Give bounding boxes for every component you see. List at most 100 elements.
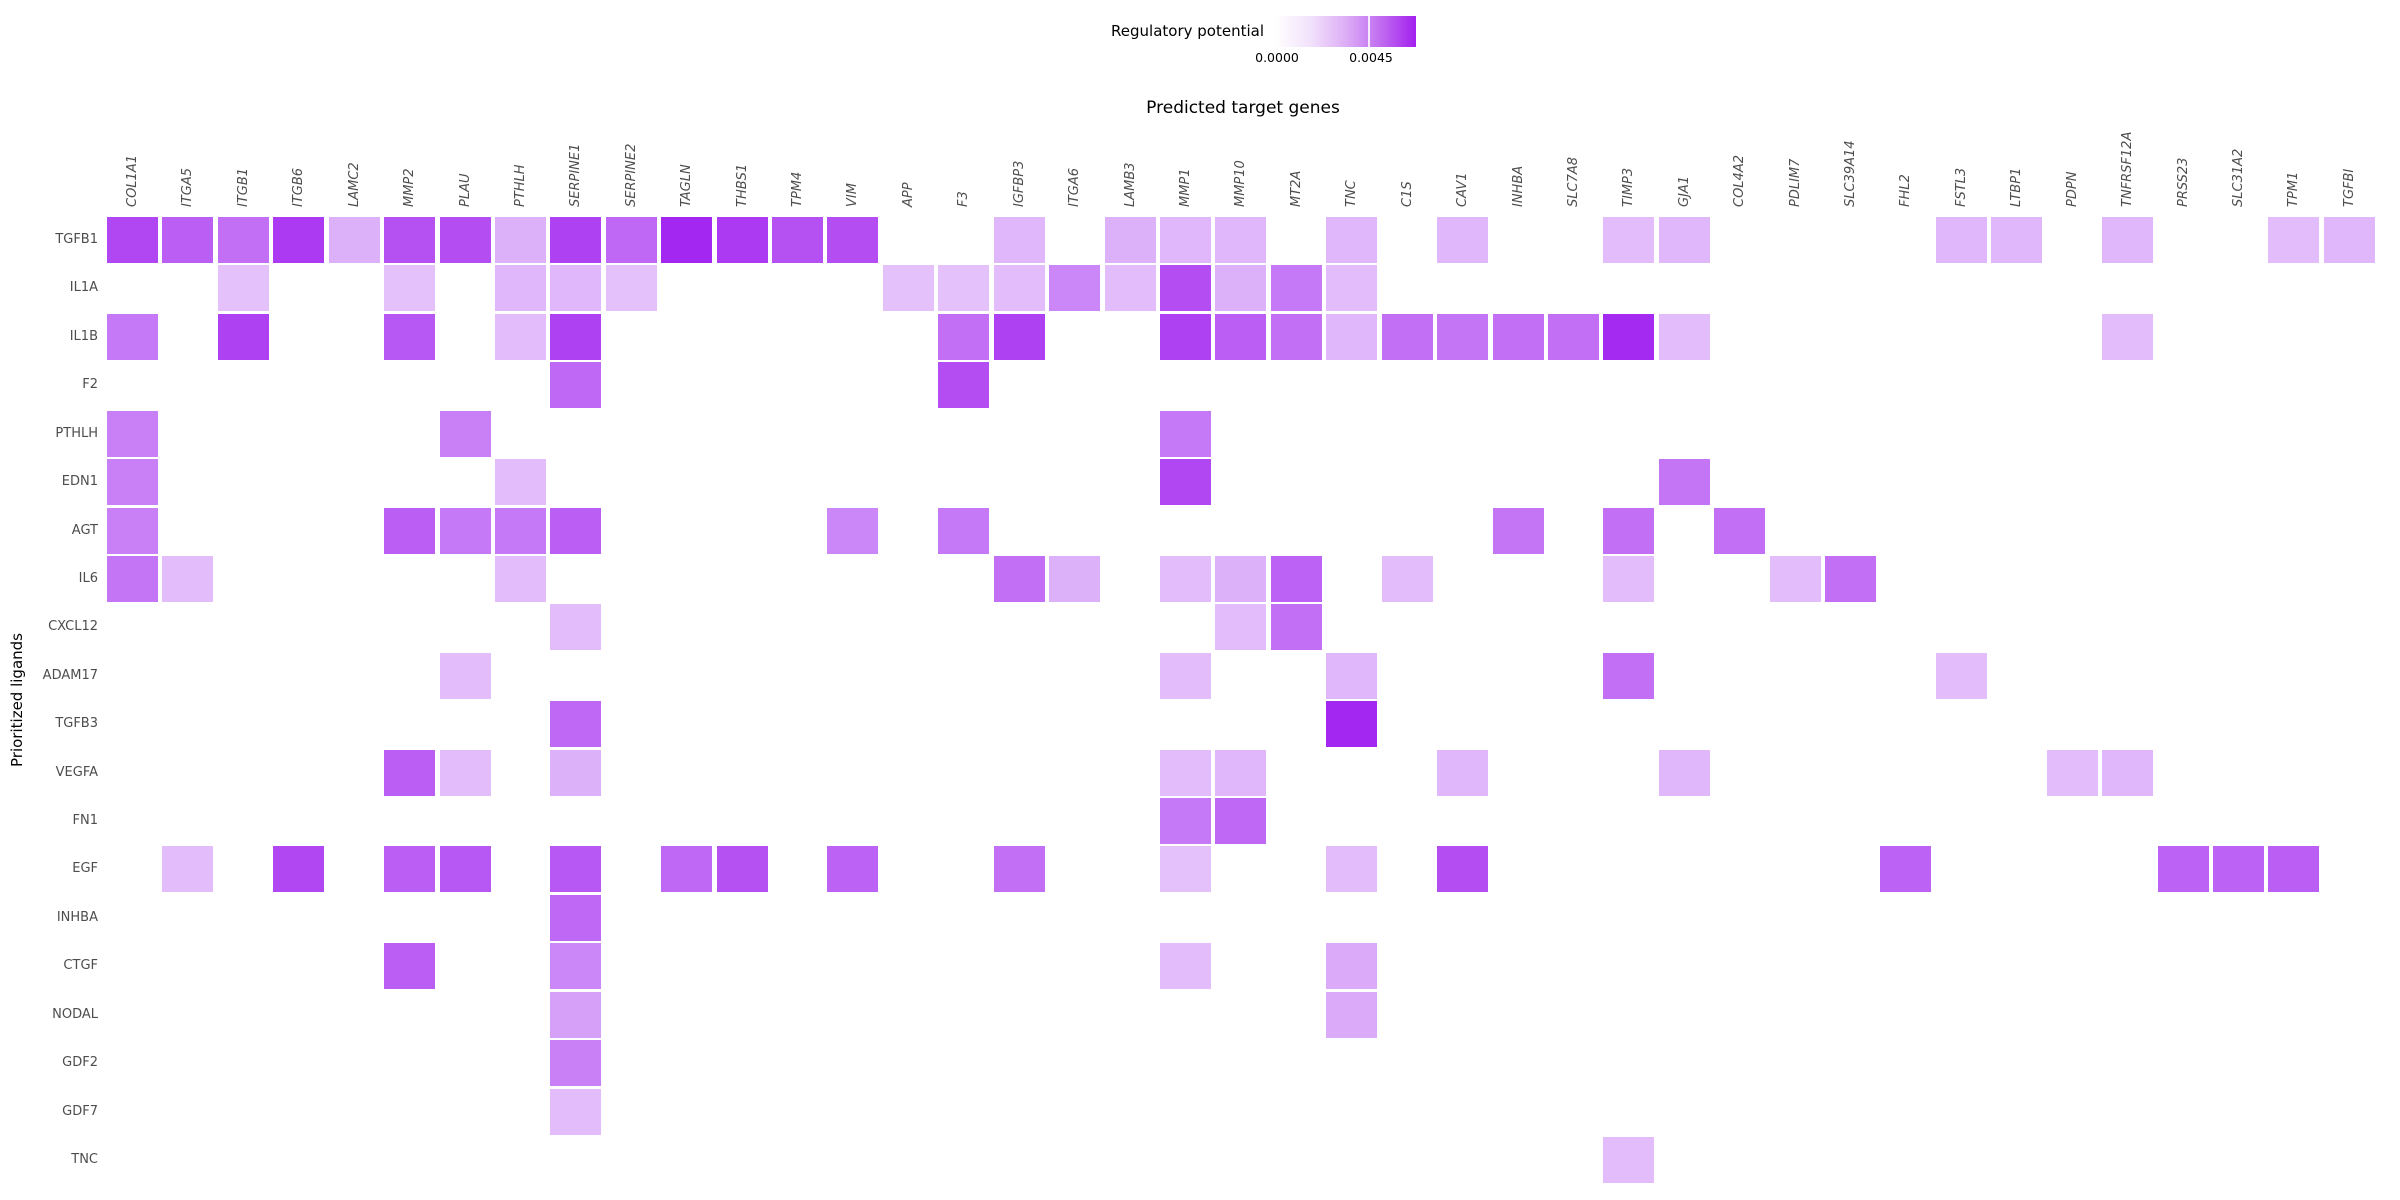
- legend-tick-label-low: 0.0000: [1255, 50, 1299, 65]
- heatmap-cell: [550, 749, 602, 796]
- heatmap-cell: [107, 217, 158, 263]
- row-label: GDF2: [62, 1055, 98, 1071]
- heatmap-cell: [384, 265, 436, 312]
- heatmap-cell: [993, 265, 1045, 312]
- col-label: CAV1: [1455, 172, 1471, 208]
- heatmap-cell: [938, 265, 990, 312]
- heatmap-cell: [2102, 217, 2154, 263]
- col-label: SERPINE1: [568, 143, 584, 207]
- heatmap-cell: [661, 846, 713, 893]
- heatmap-cell: [494, 555, 546, 602]
- heatmap-cell: [2268, 217, 2320, 263]
- row-label: CXCL12: [48, 619, 98, 635]
- heatmap-cell: [2046, 749, 2098, 796]
- heatmap-cell: [2268, 846, 2320, 893]
- col-label: MMP10: [1233, 160, 1249, 207]
- heatmap-cell: [1159, 943, 1211, 990]
- heatmap-cell: [550, 265, 602, 312]
- row-label: F2: [82, 377, 98, 393]
- heatmap-cell: [1159, 652, 1211, 699]
- row-label: TNC: [71, 1151, 98, 1167]
- heatmap-cell: [550, 846, 602, 893]
- row-label: VEGFA: [55, 764, 98, 780]
- heatmap-cell: [494, 459, 546, 506]
- row-label: FN1: [72, 813, 98, 829]
- heatmap-cell: [273, 846, 325, 893]
- heatmap-cell: [1658, 217, 1710, 263]
- row-label: AGT: [71, 522, 98, 538]
- heatmap-cell: [550, 313, 602, 360]
- col-label: SLC7A8: [1565, 156, 1581, 207]
- row-label: TGFB3: [55, 716, 98, 732]
- legend-tick-mark: [1368, 16, 1370, 47]
- heatmap-cell: [1159, 798, 1211, 845]
- heatmap-cell: [439, 652, 491, 699]
- heatmap-cell: [938, 313, 990, 360]
- col-label: INHBA: [1510, 165, 1526, 207]
- heatmap-cell: [1159, 313, 1211, 360]
- col-label: TNFRSF12A: [2120, 131, 2136, 207]
- row-label: GDF7: [62, 1103, 98, 1119]
- heatmap-cell: [107, 507, 158, 554]
- heatmap-cell: [1270, 265, 1322, 312]
- heatmap-cell: [1603, 507, 1655, 554]
- heatmap-cell: [827, 507, 879, 554]
- heatmap-cell: [2212, 846, 2264, 893]
- heatmap-cell: [439, 749, 491, 796]
- col-label: F3: [956, 191, 972, 207]
- heatmap-cell: [1326, 943, 1378, 990]
- heatmap-cell: [1437, 846, 1489, 893]
- heatmap-cell: [1880, 846, 1932, 893]
- heatmap-cell: [993, 846, 1045, 893]
- heatmap-cell: [1159, 410, 1211, 457]
- row-label: TGFB1: [55, 232, 98, 247]
- heatmap-cell: [439, 507, 491, 554]
- heatmap-cell: [162, 555, 214, 602]
- col-label: ITGA6: [1067, 167, 1083, 207]
- heatmap-cell: [1159, 265, 1211, 312]
- heatmap-cell: [384, 943, 436, 990]
- heatmap-cell: [882, 265, 934, 312]
- heatmap-cell: [162, 846, 214, 893]
- col-label: MMP1: [1177, 168, 1193, 207]
- heatmap-cell: [1935, 652, 1987, 699]
- heatmap-cell: [716, 846, 768, 893]
- legend-gradient-bar: [1275, 16, 1416, 47]
- col-label: APP: [900, 182, 916, 207]
- heatmap-cell: [1492, 313, 1544, 360]
- heatmap-cell: [439, 846, 491, 893]
- heatmap-cell: [494, 217, 546, 263]
- heatmap-cell: [1326, 846, 1378, 893]
- col-label: MMP2: [402, 168, 418, 207]
- heatmap-cell: [384, 507, 436, 554]
- legend-tick-label-high: 0.0045: [1349, 50, 1393, 65]
- heatmap-cell: [1437, 749, 1489, 796]
- heatmap-cell: [993, 313, 1045, 360]
- col-label: THBS1: [734, 163, 750, 207]
- col-label: ITGB6: [291, 167, 307, 207]
- heatmap-cell: [1326, 217, 1378, 263]
- y-axis-title: Prioritized ligands: [8, 633, 26, 767]
- col-label: PTHLH: [512, 164, 528, 207]
- heatmap-cell: [162, 217, 214, 263]
- col-label: COL4A2: [1732, 155, 1748, 207]
- heatmap-cell: [1326, 701, 1378, 748]
- col-label: PDLIM7: [1787, 158, 1803, 207]
- row-label: IL1B: [69, 328, 98, 344]
- heatmap-cell: [1326, 265, 1378, 312]
- heatmap-cell: [1159, 846, 1211, 893]
- col-label: ITGB1: [235, 167, 251, 207]
- heatmap-cell: [1270, 555, 1322, 602]
- col-label: PRSS23: [2175, 157, 2191, 207]
- heatmap-cell: [1326, 652, 1378, 699]
- heatmap-cell: [384, 313, 436, 360]
- heatmap-cell: [1215, 604, 1267, 651]
- heatmap-cell: [1215, 555, 1267, 602]
- heatmap-cell: [384, 749, 436, 796]
- heatmap-cell: [550, 362, 602, 409]
- heatmap-cell: [716, 217, 768, 263]
- row-label: PTHLH: [55, 425, 98, 441]
- heatmap-cell: [107, 555, 158, 602]
- col-label: TIMP3: [1621, 167, 1637, 207]
